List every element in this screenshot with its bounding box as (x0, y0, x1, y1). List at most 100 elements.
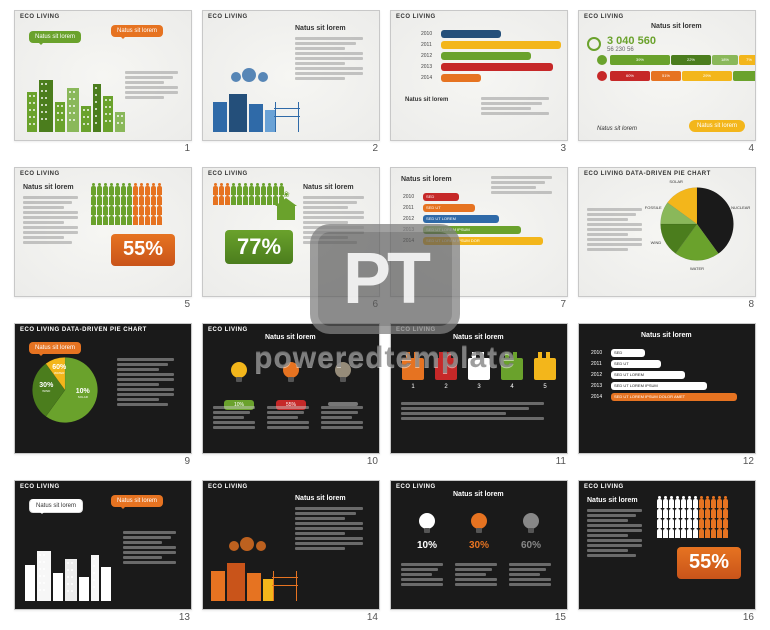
slide-number: 2 (202, 141, 380, 155)
slide-3: ECO LIVING 2010 2011 2012 2013 2014 Natu… (390, 10, 568, 141)
slide-cell: ECO LIVINGNatus sit lorem55%16 (578, 480, 756, 625)
slide-cell: ECO LIVING 2010 2011 2012 2013 2014 Natu… (390, 10, 568, 155)
slide-8: ECO LIVING DATA-DRIVEN PIE CHARTNUCLEARW… (578, 167, 756, 298)
slide-number: 10 (202, 454, 380, 468)
segment-bar: 39%22%18%7% (597, 55, 756, 65)
big-number: 55% (677, 547, 741, 579)
slide-cell: ECO LIVING Natus sit lorem 55% 5 (14, 167, 192, 312)
slide-number: 3 (390, 141, 568, 155)
segment-bar: 60%51%29% (597, 71, 756, 81)
bar-chart: 2010 2011 2012 2013 2014 (421, 27, 561, 85)
slide-9: ECO LIVING DATA-DRIVEN PIE CHART Natus s… (14, 323, 192, 454)
speech-bubble: Natus sit lorem (111, 495, 163, 507)
slide-10: ECO LIVINGNatus sit lorem 10% 55% (202, 323, 380, 454)
slide-13: ECO LIVING Natus sit lorem Natus sit lor… (14, 480, 192, 611)
slide-cell: ECO LIVINGNatus sit lorem77% ❀ 6 (202, 167, 380, 312)
big-number: 77% (225, 230, 293, 264)
heading: Natus sit lorem (453, 334, 504, 341)
slide-number: 4 (578, 141, 756, 155)
slide-15: ECO LIVINGNatus sit lorem 10% 30% 60% (390, 480, 568, 611)
recycle-icon (587, 37, 601, 51)
slide-cell: ECO LIVINGNatus sit lorem 2 (202, 10, 380, 155)
industry-icon (402, 358, 424, 380)
slide-cell: ECO LIVINGNatus sit lorem3 040 56056 230… (578, 10, 756, 155)
heading: Natus sit lorem (23, 184, 74, 191)
slide-number: 5 (14, 297, 192, 311)
industry-icon (501, 358, 523, 380)
slide-number: 9 (14, 454, 192, 468)
slide-number: 8 (578, 297, 756, 311)
bulb-icon (419, 513, 435, 529)
slide-title: ECO LIVING (584, 14, 624, 20)
slide-6: ECO LIVINGNatus sit lorem77% ❀ (202, 167, 380, 298)
heading: Natus sit lorem (587, 497, 638, 504)
leaf-icon (597, 55, 607, 65)
slide-number: 15 (390, 610, 568, 624)
city-icon (27, 80, 125, 132)
speech-bubble: Natus sit lorem (29, 342, 81, 354)
slide-title: ECO LIVING (396, 484, 436, 490)
slide-number: 11 (390, 454, 568, 468)
heading: Natus sit lorem (651, 23, 702, 30)
slide-5: ECO LIVING Natus sit lorem 55% (14, 167, 192, 298)
factory-icon (213, 94, 275, 132)
heading: Natus sit lorem (303, 184, 354, 191)
bar-chart: 2010 SED 2011 SED UT 2012 SED UT LOREM 2… (591, 346, 749, 404)
people-icons (91, 186, 163, 225)
industry-icon (468, 358, 490, 380)
slide-title: ECO LIVING (20, 171, 60, 177)
slide-12: Natus sit lorem 2010 SED 2011 SED UT 201… (578, 323, 756, 454)
slide-number: 1 (14, 141, 192, 155)
slide-cell: ECO LIVING DATA-DRIVEN PIE CHARTNUCLEARW… (578, 167, 756, 312)
slide-1: ECO LIVING Natus sit lorem Natus sit lor… (14, 10, 192, 141)
slide-11: ECO LIVINGNatus sit lorem 1 2 3 (390, 323, 568, 454)
speech-bubble: Natus sit lorem (29, 31, 81, 43)
industry-icon (435, 358, 457, 380)
slide-4: ECO LIVINGNatus sit lorem3 040 56056 230… (578, 10, 756, 141)
bar-chart: 2010 SED 2011 SED UT 2012 SED UT LOREM 2… (403, 190, 561, 248)
slide-cell: Natus sit lorem 2010 SED 2011 SED UT 201… (578, 323, 756, 468)
slide-cell: Natus sit lorem 2010 SED 2011 SED UT 201… (390, 167, 568, 312)
slide-title: ECO LIVING (20, 484, 60, 490)
speech-bubble: Natus sit lorem (29, 499, 83, 513)
heading: Natus sit lorem (295, 495, 346, 502)
slide-cell: ECO LIVINGNatus sit lorem 14 (202, 480, 380, 625)
slide-title: ECO LIVING (208, 14, 248, 20)
slide-number: 13 (14, 610, 192, 624)
slide-title: ECO LIVING (20, 14, 60, 20)
slide-14: ECO LIVINGNatus sit lorem (202, 480, 380, 611)
slide-number: 12 (578, 454, 756, 468)
slide-16: ECO LIVINGNatus sit lorem55% (578, 480, 756, 611)
slide-number: 14 (202, 610, 380, 624)
industry-icon (534, 358, 556, 380)
pie-chart (659, 186, 735, 262)
slide-cell: ECO LIVINGNatus sit lorem 10% 30% 60% 15 (390, 480, 568, 625)
slide-cell: ECO LIVING DATA-DRIVEN PIE CHART Natus s… (14, 323, 192, 468)
slide-cell: ECO LIVINGNatus sit lorem 1 2 3 (390, 323, 568, 468)
slide-cell: ECO LIVING Natus sit lorem Natus sit lor… (14, 10, 192, 155)
big-number: 55% (111, 234, 175, 266)
heading: Natus sit lorem (265, 334, 316, 341)
people-icons (657, 499, 729, 538)
slides-grid: ECO LIVING Natus sit lorem Natus sit lor… (0, 0, 770, 630)
slide-number: 6 (202, 297, 380, 311)
slide-7: Natus sit lorem 2010 SED 2011 SED UT 201… (390, 167, 568, 298)
heading: Natus sit lorem (401, 176, 452, 183)
slide-2: ECO LIVINGNatus sit lorem (202, 10, 380, 141)
slide-title: ECO LIVING DATA-DRIVEN PIE CHART (584, 171, 711, 177)
heading: Natus sit lorem (641, 332, 692, 339)
slide-cell: ECO LIVING Natus sit lorem Natus sit lor… (14, 480, 192, 625)
big-number: 3 040 560 (607, 35, 656, 47)
bulb-icon (335, 362, 351, 378)
heading: Natus sit lorem (453, 491, 504, 498)
city-icon (25, 551, 111, 601)
slide-title: ECO LIVING (396, 327, 436, 333)
slide-cell: ECO LIVINGNatus sit lorem 10% 55% 10 (202, 323, 380, 468)
bulb-icon (523, 513, 539, 529)
slide-number: 7 (390, 297, 568, 311)
flame-icon (597, 71, 607, 81)
bulb-icon (283, 362, 299, 378)
slide-title: ECO LIVING (208, 327, 248, 333)
bulb-icon (471, 513, 487, 529)
slide-title: ECO LIVING DATA-DRIVEN PIE CHART (20, 327, 147, 333)
